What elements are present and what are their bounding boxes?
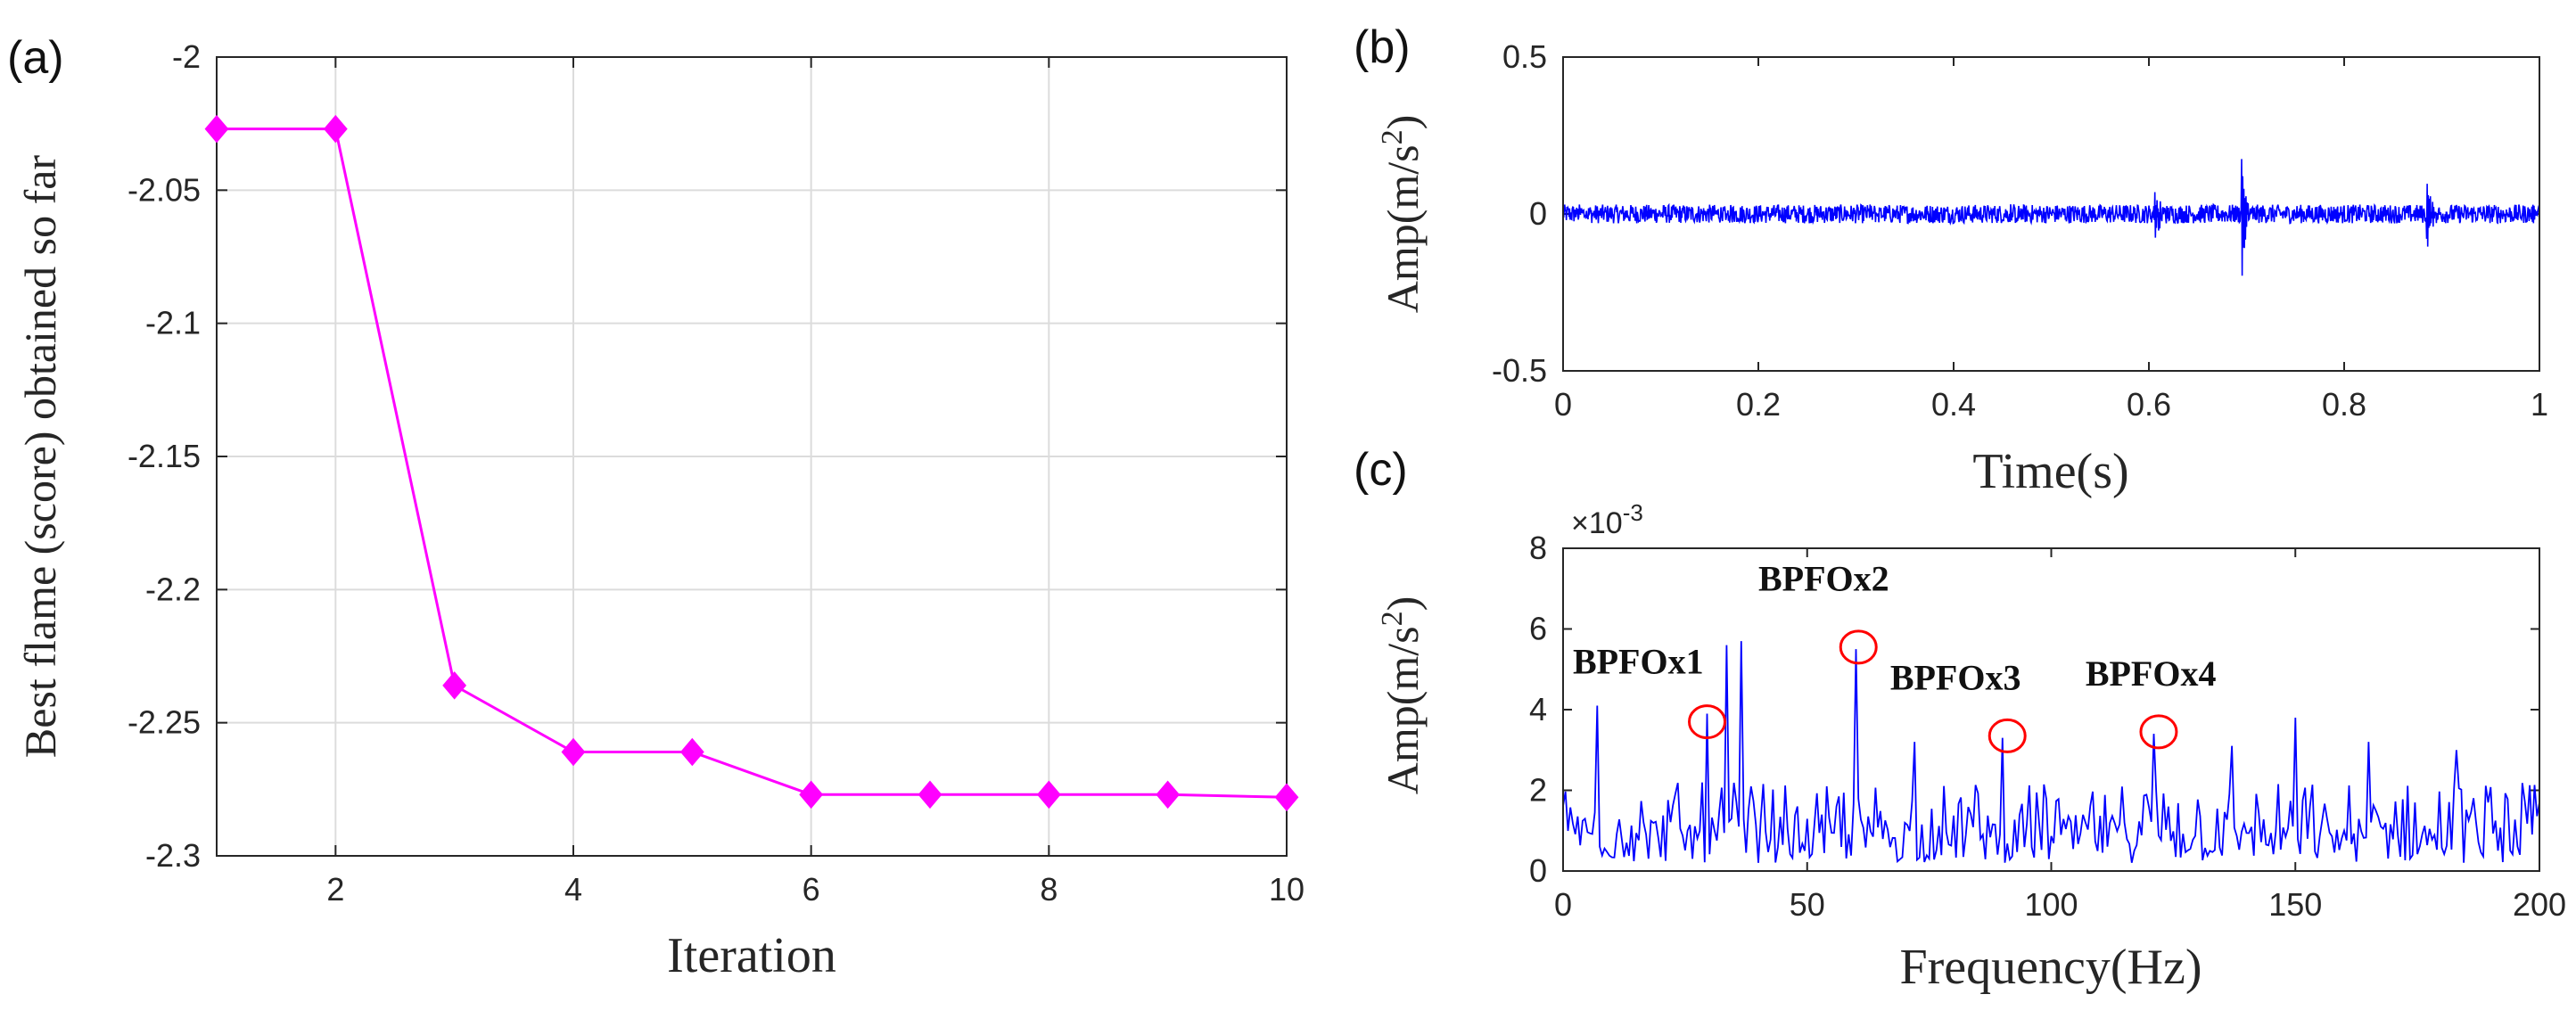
panel-c-peak-label: BPFOx2 [1758,559,1889,599]
panel-c-ylabel-main: Amp(m/s [1378,626,1428,794]
panel-a-ticks: 2 4 6 8 10 -2 -2.05 -2.1 -2.15 -2.2 -2.25 -2.3 [128,38,1304,908]
panel-a-xtick-label: 8 [1040,871,1058,908]
panel-a-ytick-label: -2 [172,38,201,75]
panel-a-data-point [1156,780,1181,809]
panel-b-series [1562,159,2540,276]
panel-b-ylabel-sup: 2 [1376,129,1409,144]
panel-c-ylabel-close: ) [1378,596,1428,612]
panel-c-peak-label: BPFOx3 [1890,657,2021,697]
panel-b: (b) 0 0.2 0.4 0.6 0.8 10.50-0.5 Time(s) Amp(m… [1354,21,2548,499]
panel-c-ticks: 0 50 100 150 200 8 6 4 2 0 [1529,530,2566,923]
panel-b-ytick-label: -0.5 [1492,352,1547,389]
panel-c-ylabel: Amp(m/s2) [1376,596,1428,795]
panel-b-ytick-label: 0 [1529,195,1547,232]
panel-c-xtick-label: 50 [1790,886,1825,923]
panel-c-xtick-label: 100 [2024,886,2078,923]
panel-b-label: (b) [1354,21,1411,73]
panel-a-data-point [561,737,586,767]
panel-c-axes-box [1562,547,2540,872]
panel-a-xtick-label: 2 [326,871,344,908]
panel-b-ylabel-main: Amp(m/s [1378,144,1428,313]
panel-a-xtick-label: 10 [1269,871,1304,908]
panel-c-ytick-label: 8 [1529,530,1547,566]
panel-a-data-point [1036,780,1061,809]
panel-a-data-point [1274,783,1299,812]
panel-a-ylabel: Best flame (score) obtained so far [15,155,65,758]
panel-c-annotations: BPFOx1 BPFOx2 BPFOx3 BPFOx4 [1573,559,2217,753]
panel-b-ylabel-close: ) [1378,115,1428,130]
panel-b-xtick-label: 0.4 [1931,386,1976,423]
panel-a-label: (a) [7,32,64,84]
panel-b-xtick-label: 0 [1554,386,1572,423]
panel-b-xtick-label: 0.2 [1736,386,1781,423]
panel-b-ytick-label: 0.5 [1502,38,1547,75]
panel-a-xtick-label: 4 [564,871,582,908]
panel-b-ticks: 0 0.2 0.4 0.6 0.8 10.50-0.5 [1492,38,2548,423]
panel-a-data-point [679,737,704,767]
panel-c-ylabel-sup: 2 [1376,611,1409,626]
panel-a-data-point [918,780,942,809]
panel-a-series [204,114,1299,812]
panel-a-data-point [442,671,467,700]
panel-c-xtick-label: 150 [2268,886,2322,923]
panel-c-peak-marker [2139,714,2178,750]
panel-c-ytick-label: 6 [1529,611,1547,647]
panel-a-data-point [204,114,229,144]
panel-c-peak-label: BPFOx1 [1573,641,1704,681]
panel-a-ytick-label: -2.05 [128,171,201,208]
panel-a-data-point [323,114,348,144]
panel-c-xlabel: Frequency(Hz) [1900,940,2202,995]
panel-c-xtick-label: 200 [2513,886,2566,923]
panel-a-ytick-label: -2.25 [128,704,201,741]
panel-c-ytick-label: 4 [1529,691,1547,727]
panel-c-peak-marker [1688,704,1727,740]
panel-a: (a) 2 4 6 8 10-2-2.05-2.1-2.15-2.2-2.25-2.3 … [7,32,1304,983]
panel-a-data-point [799,780,824,809]
panel-c-label: (c) [1354,444,1408,496]
panel-c-scale-times: ×10 [1571,506,1623,540]
panel-b-xlabel: Time(s) [1972,444,2128,499]
panel-c-peak-marker [1988,718,2027,753]
panel-a-ytick-label: -2.15 [128,438,201,474]
panel-c: (c) ×10-3 0 50 100 150 200 8 6 4 2 0 BPFOx1 BPFOx2… [1354,444,2566,995]
panel-b-xtick-label: 0.6 [2127,386,2171,423]
panel-b-signal-line [1562,159,2540,276]
panel-b-xtick-label: 0.8 [2322,386,2366,423]
panel-a-grid [217,56,1288,857]
panel-c-peak-label: BPFOx4 [2086,653,2217,694]
panel-c-ytick-label: 2 [1529,772,1547,809]
panel-b-xtick-label: 1 [2531,386,2548,423]
panel-a-xtick-label: 6 [802,871,820,908]
panel-a-ytick-label: -2.3 [145,837,201,874]
panel-c-peak-marker [1839,629,1878,665]
panel-a-ytick-label: -2.2 [145,571,201,607]
panel-a-xlabel: Iteration [667,928,836,983]
panel-c-xtick-label: 0 [1554,886,1572,923]
panel-c-scale-exp: -3 [1623,499,1643,526]
panel-c-scale-note: ×10-3 [1571,499,1643,540]
panel-a-series-line [217,127,1288,799]
panel-b-axes-box [1562,56,2540,372]
panel-c-series [1562,641,2540,864]
panel-b-ylabel: Amp(m/s2) [1376,115,1428,314]
panel-c-spectrum-line [1562,641,2540,864]
panel-c-ytick-label: 0 [1529,852,1547,889]
panel-a-ytick-label: -2.1 [145,305,201,341]
